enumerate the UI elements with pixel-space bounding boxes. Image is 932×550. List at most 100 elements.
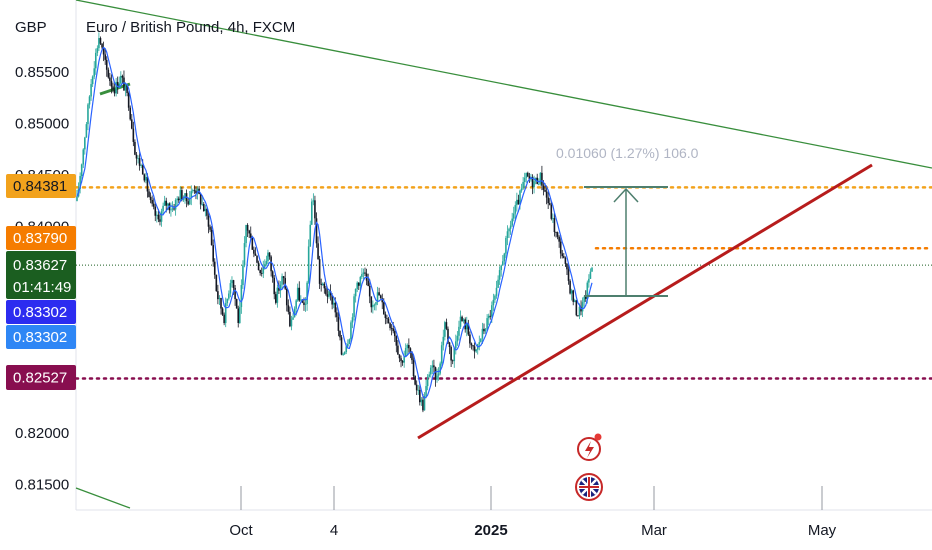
candle-body bbox=[145, 176, 147, 181]
candle-body bbox=[508, 228, 510, 232]
candle-body bbox=[588, 278, 590, 283]
candle-body bbox=[373, 304, 376, 306]
candle-body bbox=[102, 47, 105, 55]
candle-body bbox=[481, 328, 484, 339]
candle-body bbox=[115, 81, 117, 94]
candle-body bbox=[478, 342, 481, 345]
candle-body bbox=[218, 297, 221, 300]
candle-body bbox=[456, 335, 459, 342]
lightning-event-icon[interactable] bbox=[577, 433, 602, 461]
candle-body bbox=[152, 203, 155, 207]
candle-body bbox=[109, 77, 111, 81]
candle-body bbox=[314, 200, 316, 219]
candle-body bbox=[556, 232, 559, 237]
candle-body bbox=[254, 253, 257, 256]
candle-body bbox=[264, 264, 266, 267]
candle-body bbox=[397, 345, 399, 355]
x-tick-label: 4 bbox=[330, 522, 338, 539]
candle-body bbox=[572, 290, 575, 302]
candle-body bbox=[268, 252, 271, 257]
candle-body bbox=[553, 218, 556, 233]
candle-body bbox=[487, 315, 490, 319]
candle-body bbox=[420, 399, 423, 403]
candle-body bbox=[267, 252, 269, 262]
candle-body bbox=[340, 337, 343, 355]
candle-body bbox=[275, 294, 277, 303]
x-axis[interactable]: Oct 4 2025 Mar May bbox=[229, 486, 837, 539]
descending-trendline[interactable] bbox=[75, 0, 932, 169]
candle-body bbox=[317, 243, 319, 260]
candle-body bbox=[170, 209, 172, 211]
candle-body bbox=[273, 277, 276, 295]
candle-body bbox=[520, 188, 523, 191]
lower-trendline[interactable] bbox=[75, 487, 131, 509]
candle-body bbox=[491, 305, 493, 317]
candle-body bbox=[105, 59, 108, 70]
candle-body bbox=[112, 86, 114, 90]
candle-body bbox=[107, 69, 110, 78]
short-trendline[interactable] bbox=[99, 82, 131, 96]
badge-text: 0.83302 bbox=[13, 304, 67, 321]
candle-body bbox=[276, 287, 279, 303]
candle-body bbox=[177, 198, 180, 201]
candle-body bbox=[278, 287, 280, 291]
candle-body bbox=[434, 367, 437, 380]
ascending-trendline[interactable] bbox=[417, 163, 873, 440]
candle-body bbox=[558, 236, 560, 242]
candle-body bbox=[525, 172, 528, 178]
candle-body bbox=[480, 338, 482, 343]
candle-body bbox=[265, 261, 268, 265]
last-price-background bbox=[6, 251, 76, 299]
candle-body bbox=[370, 296, 373, 308]
candle-body bbox=[237, 308, 240, 323]
candle-body bbox=[573, 300, 576, 302]
candle-body bbox=[348, 339, 351, 344]
uk-flag-event-icon[interactable] bbox=[575, 473, 603, 501]
candle-body bbox=[398, 354, 401, 359]
badge-background bbox=[6, 174, 76, 198]
event-markers[interactable] bbox=[575, 433, 603, 501]
candle-body bbox=[163, 200, 166, 206]
candle-body bbox=[121, 75, 124, 78]
candle-body bbox=[417, 389, 420, 391]
measure-tool[interactable]: 0.01060 (1.27%) 106.0 bbox=[556, 145, 699, 297]
trendlines[interactable] bbox=[75, 0, 932, 509]
candle-body bbox=[444, 322, 446, 337]
candle-body bbox=[271, 271, 274, 278]
candle-body bbox=[376, 292, 379, 303]
badge-text: 0.83302 bbox=[13, 329, 67, 346]
candle-body bbox=[193, 190, 196, 192]
badge-background bbox=[6, 365, 76, 390]
candle-body bbox=[337, 317, 340, 331]
candle-body bbox=[76, 196, 78, 201]
candle-body bbox=[303, 302, 305, 305]
moving-average-line bbox=[76, 46, 593, 399]
y-tick-label: 0.81500 bbox=[15, 476, 69, 493]
candle-body bbox=[85, 124, 88, 138]
candle-body bbox=[229, 283, 232, 294]
candle-body bbox=[342, 354, 344, 355]
candle-body bbox=[292, 317, 294, 320]
candle-body bbox=[184, 193, 186, 199]
candle-body bbox=[489, 315, 492, 317]
candle-body bbox=[96, 48, 99, 53]
candle-body bbox=[552, 218, 554, 219]
candle-body bbox=[304, 304, 307, 305]
candle-body bbox=[428, 374, 430, 377]
candle-body bbox=[176, 198, 178, 201]
last-price-block: 0.83627 01:41:49 bbox=[6, 251, 76, 299]
candle-body bbox=[336, 312, 338, 318]
candle-body bbox=[99, 38, 102, 44]
candle-body bbox=[202, 203, 205, 212]
candle-body bbox=[329, 291, 332, 296]
candle-body bbox=[386, 318, 388, 319]
candle-body bbox=[285, 288, 288, 306]
measure-arrow-icon bbox=[613, 187, 639, 203]
y-tick-label: 0.85500 bbox=[15, 64, 69, 81]
candle-body bbox=[93, 68, 96, 77]
candle-body bbox=[359, 276, 362, 286]
candle-body bbox=[134, 141, 136, 155]
candle-body bbox=[586, 282, 589, 299]
